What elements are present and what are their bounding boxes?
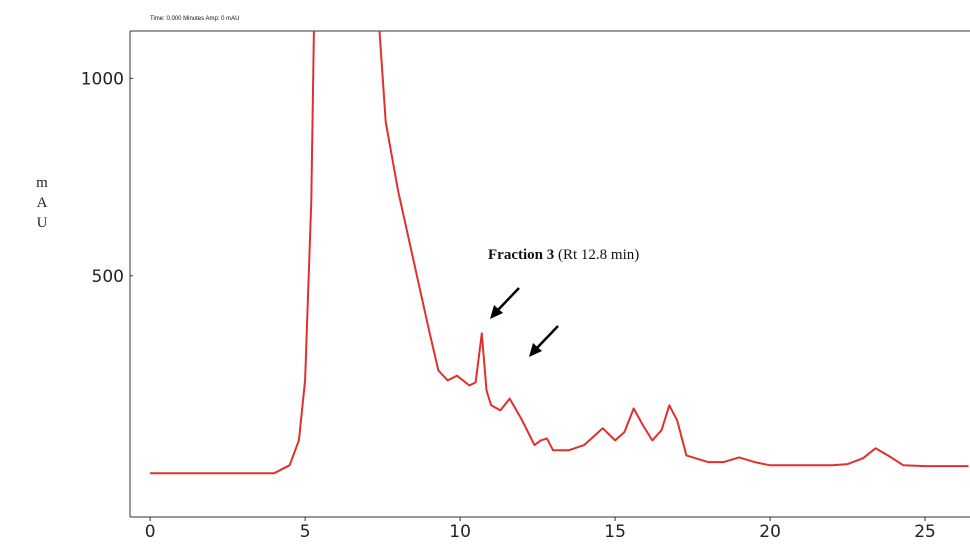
arrow [490,287,520,319]
x-tick-label: 15 [604,522,626,542]
header: Time: 0.000 Minutes Amp: 0 mAU [150,16,239,22]
plot-area [150,31,969,475]
y-tick-label: 1000 [81,69,124,89]
y-axis-label: mAU [34,175,50,235]
x-tick-label: 10 [449,522,471,542]
x-tick-label: 20 [759,522,781,542]
annotation: Fraction 3 (Rt 12.8 min) [488,247,639,263]
y-tick-label: 500 [92,267,124,287]
arrow [529,325,559,357]
annotation-label: Fraction 3 [488,247,554,263]
x-tick-label: 0 [145,522,156,542]
x-tick-label: 5 [300,522,311,542]
annotation-detail: (Rt 12.8 min) [558,247,639,263]
x-tick-label: 25 [914,522,936,542]
trace-line [150,31,969,475]
